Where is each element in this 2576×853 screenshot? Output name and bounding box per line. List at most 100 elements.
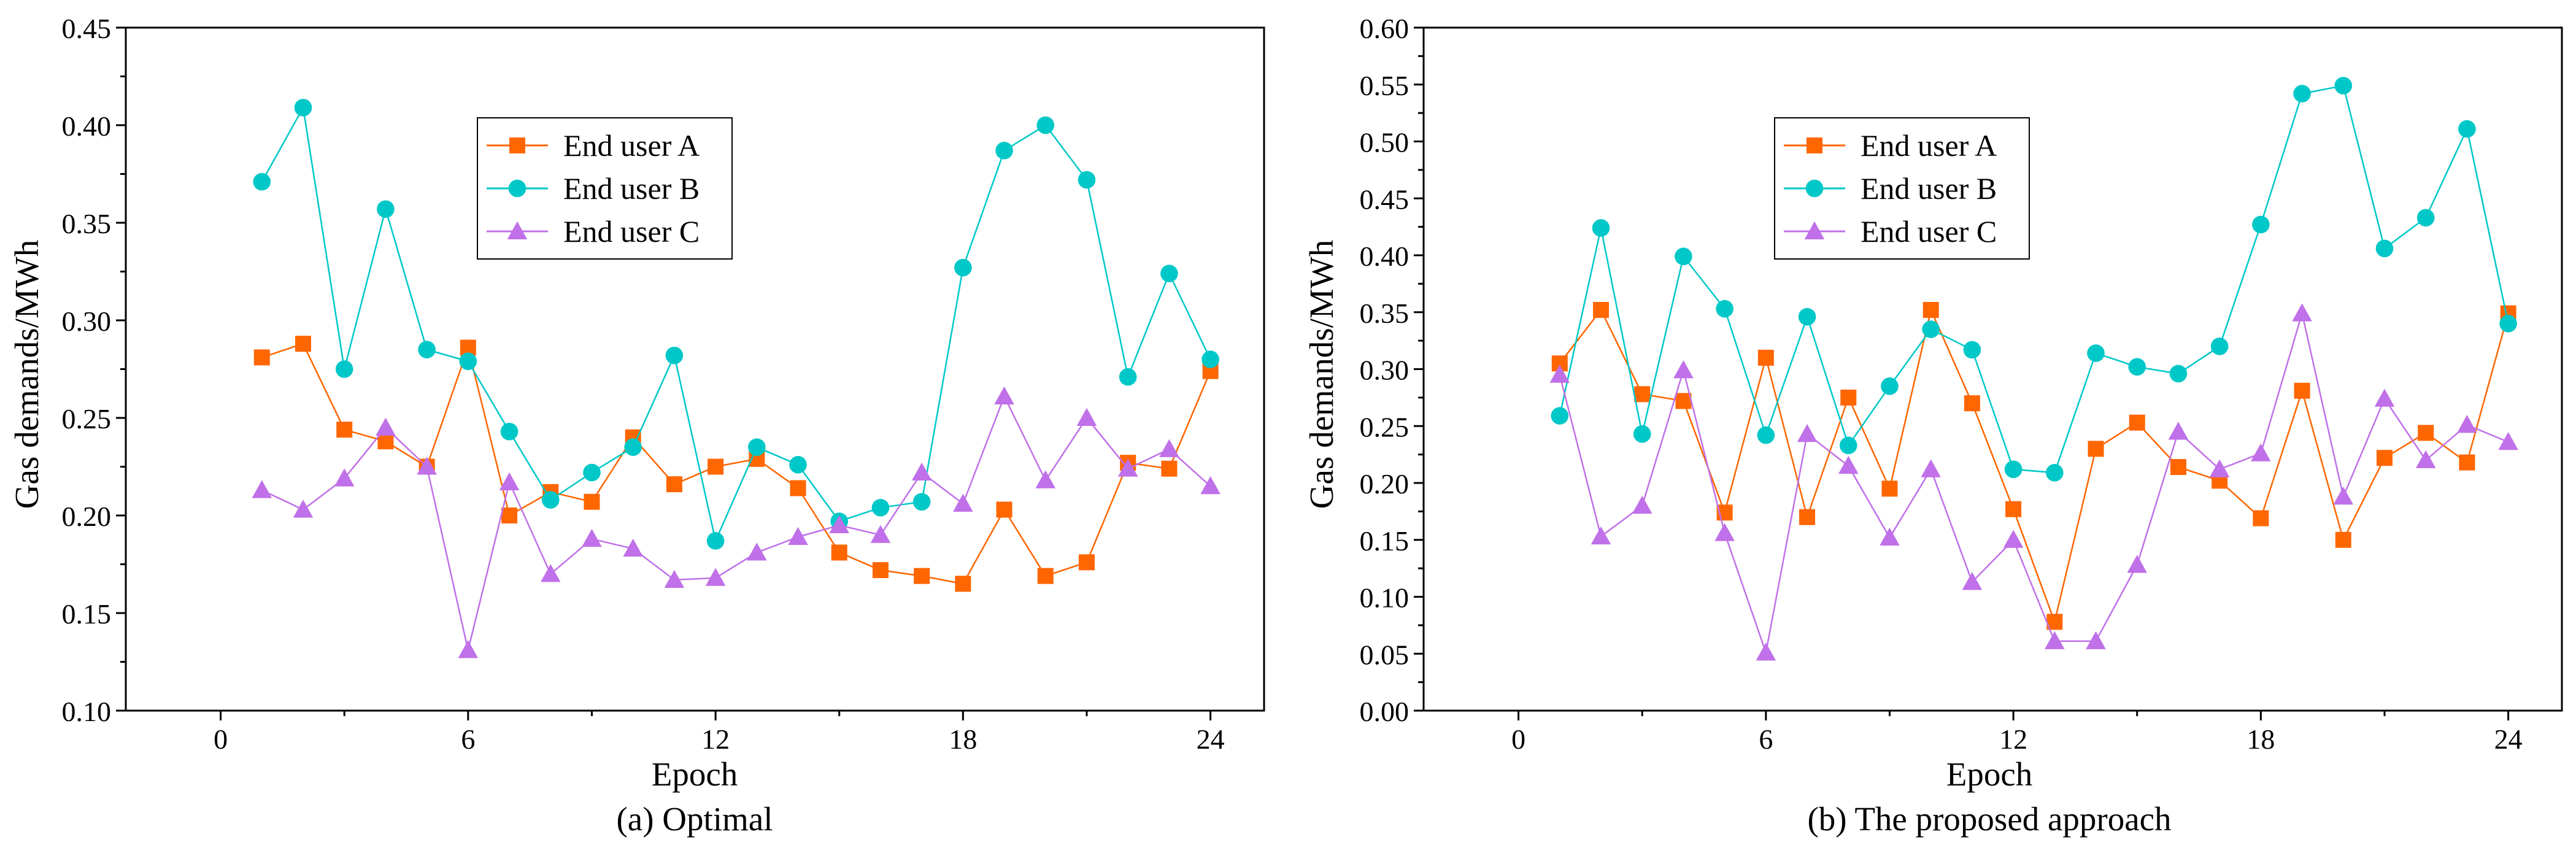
data-point-end-user-b <box>2499 315 2517 333</box>
data-point-end-user-c <box>1632 495 1652 514</box>
data-point-end-user-c <box>293 500 314 518</box>
data-point-end-user-a <box>1634 386 1651 403</box>
y-tick-label: 0.00 <box>1360 696 1409 727</box>
data-point-end-user-b <box>789 456 807 474</box>
data-point-end-user-a <box>2418 425 2434 441</box>
data-point-end-user-b <box>294 99 312 117</box>
data-point-end-user-c <box>376 417 396 436</box>
data-point-end-user-c <box>747 542 767 561</box>
data-point-end-user-a <box>501 508 518 523</box>
x-tick-label: 18 <box>949 724 977 755</box>
data-point-end-user-c <box>2086 631 2106 649</box>
x-axis-label: Epoch <box>652 755 738 793</box>
data-point-end-user-c <box>1200 476 1221 495</box>
data-point-end-user-c <box>1756 643 1776 661</box>
legend-marker-end-user-a <box>509 137 525 153</box>
data-point-end-user-c <box>1921 459 1941 477</box>
series-line-end-user-b <box>1559 85 2509 474</box>
data-point-end-user-b <box>1716 299 1733 318</box>
data-point-end-user-a <box>2335 531 2351 548</box>
data-point-end-user-b <box>748 438 766 456</box>
data-point-end-user-a <box>708 458 724 475</box>
data-point-end-user-b <box>583 463 601 482</box>
data-point-end-user-a <box>1964 395 1980 412</box>
y-tick-label: 0.35 <box>1360 298 1409 329</box>
y-tick-label: 0.30 <box>1360 355 1409 386</box>
legend-marker-end-user-c <box>1804 221 1825 239</box>
y-tick-label: 0.40 <box>1360 241 1409 272</box>
data-point-end-user-b <box>1922 320 1940 338</box>
y-tick-label: 0.40 <box>62 110 112 142</box>
x-tick-label: 0 <box>214 724 228 755</box>
data-point-end-user-c <box>788 527 808 545</box>
legend-marker-end-user-b <box>508 179 526 198</box>
legend-marker-end-user-c <box>507 221 528 239</box>
data-point-end-user-c <box>1591 526 1611 545</box>
data-point-end-user-b <box>1160 264 1178 282</box>
data-point-end-user-b <box>1675 247 1692 266</box>
y-axis-label: Gas demands/MWh <box>1303 240 1340 509</box>
series-line-end-user-b <box>261 105 1211 544</box>
data-point-end-user-b <box>1757 426 1775 444</box>
y-tick-label: 0.45 <box>1360 183 1409 215</box>
y-tick-label: 0.50 <box>1360 127 1409 158</box>
data-point-end-user-a <box>790 480 806 496</box>
data-point-end-user-b <box>541 491 560 509</box>
data-point-end-user-b <box>2087 344 2105 362</box>
data-point-end-user-c <box>870 525 891 543</box>
x-axis-label: Epoch <box>1946 755 2033 793</box>
data-point-end-user-a <box>1922 302 1939 318</box>
legend-label-end-user-c: End user C <box>563 214 700 249</box>
data-point-end-user-b <box>253 172 271 191</box>
data-point-end-user-c <box>1076 407 1097 426</box>
data-point-end-user-b <box>2004 460 2023 479</box>
y-tick-label: 0.60 <box>1360 13 1409 44</box>
y-tick-label: 0.05 <box>1360 639 1409 670</box>
data-point-end-user-c <box>499 472 520 490</box>
x-tick-label: 12 <box>1999 724 2027 755</box>
legend-label-end-user-b: End user B <box>1861 171 1997 206</box>
data-point-end-user-a <box>666 476 682 493</box>
data-point-end-user-c <box>1159 439 1179 457</box>
data-point-end-user-c <box>417 457 437 475</box>
data-point-end-user-c <box>2498 431 2518 450</box>
data-point-end-user-b <box>624 438 642 456</box>
data-point-end-user-c <box>664 569 685 588</box>
legend-marker-end-user-b <box>1805 179 1824 198</box>
data-point-end-user-b <box>459 352 477 371</box>
chart-panel-proposed-approach: Gas demands/MWh Epoch (b) The proposed a… <box>1303 13 2563 838</box>
y-tick-label: 0.55 <box>1360 70 1409 101</box>
x-tick-label: 18 <box>2246 724 2275 755</box>
data-point-end-user-c <box>1035 470 1056 488</box>
data-point-end-user-b <box>2334 77 2353 95</box>
data-point-end-user-c <box>2374 388 2395 407</box>
data-point-end-user-b <box>1201 350 1219 368</box>
data-point-end-user-a <box>253 349 270 366</box>
data-point-end-user-c <box>911 462 932 481</box>
data-point-end-user-c <box>2209 459 2230 477</box>
data-point-end-user-a <box>955 576 971 592</box>
data-point-end-user-c <box>2457 415 2477 433</box>
data-point-end-user-c <box>1549 365 1570 383</box>
data-point-end-user-c <box>458 640 479 658</box>
data-point-end-user-c <box>2045 631 2065 649</box>
data-point-end-user-a <box>2088 441 2104 457</box>
y-tick-label: 0.15 <box>62 598 112 630</box>
data-point-end-user-c <box>623 538 643 557</box>
data-point-end-user-b <box>1078 171 1096 189</box>
data-point-end-user-a <box>295 336 312 352</box>
data-point-end-user-c <box>2168 422 2189 440</box>
data-point-end-user-c <box>541 564 561 582</box>
data-point-end-user-a <box>1037 568 1054 584</box>
data-point-end-user-c <box>953 493 973 512</box>
data-point-end-user-a <box>2005 501 2022 517</box>
y-tick-label: 0.15 <box>1360 525 1409 557</box>
data-point-end-user-a <box>1675 393 1692 409</box>
data-point-end-user-b <box>1551 407 1569 425</box>
data-point-end-user-b <box>2169 365 2188 383</box>
data-point-end-user-a <box>2294 382 2310 399</box>
legend-label-end-user-c: End user C <box>1861 214 1997 249</box>
data-point-end-user-c <box>2003 530 2024 548</box>
data-point-end-user-b <box>2252 215 2270 234</box>
data-point-end-user-c <box>1962 572 1983 590</box>
